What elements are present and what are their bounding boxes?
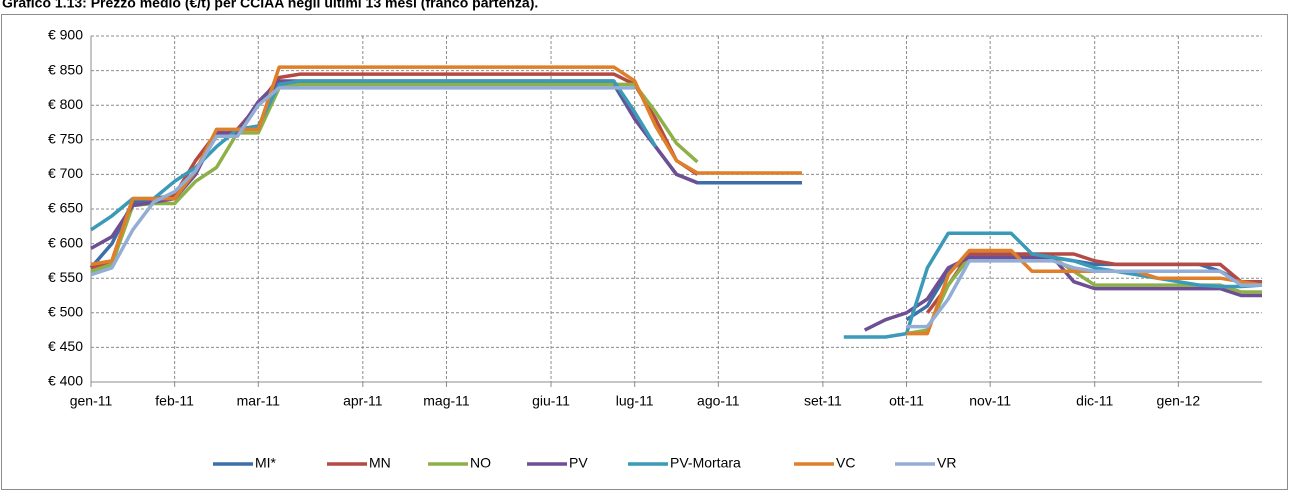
series-line	[90, 72, 1262, 314]
y-tick-label: € 650	[48, 200, 83, 216]
legend-label: VR	[937, 455, 956, 471]
y-tick-label: € 700	[48, 165, 83, 181]
x-tick-label: lug-11	[616, 393, 654, 409]
y-tick-label: € 800	[48, 96, 83, 112]
x-tick-label: gen-12	[1157, 393, 1201, 409]
legend-label: MN	[369, 455, 391, 471]
x-tick-label: feb-11	[155, 393, 194, 409]
x-tick-label: nov-11	[969, 393, 1011, 409]
legend-label: MI*	[255, 455, 277, 471]
legend-label: VC	[836, 455, 855, 471]
chart-title: Grafico 1.13: Prezzo medio (€/t) per CCI…	[2, 0, 538, 11]
y-tick-label: € 500	[48, 304, 83, 320]
x-tick-label: giu-11	[532, 393, 570, 409]
x-tick-label: gen-11	[70, 393, 113, 409]
y-tick-label: € 750	[48, 131, 83, 147]
y-tick-label: € 450	[48, 338, 83, 354]
series-line	[90, 79, 1263, 339]
y-tick-label: € 850	[48, 61, 83, 77]
x-tick-label: apr-11	[343, 393, 383, 409]
x-tick-label: dic-11	[1076, 393, 1113, 409]
legend-label: NO	[470, 455, 491, 471]
y-tick-label: € 550	[48, 269, 83, 285]
y-tick-label: € 600	[48, 234, 83, 250]
legend-label: PV	[569, 455, 588, 471]
y-tick-label: € 400	[48, 373, 83, 389]
x-tick-label: ott-11	[889, 393, 924, 409]
y-tick-label: € 900	[48, 27, 83, 43]
legend-label: PV-Mortara	[670, 455, 741, 471]
series-line	[90, 86, 1262, 329]
chart-frame	[1, 14, 1288, 490]
x-tick-label: ago-11	[697, 393, 740, 409]
x-tick-label: mag-11	[423, 393, 470, 409]
x-tick-label: set-11	[804, 393, 842, 409]
x-tick-label: mar-11	[237, 393, 281, 409]
